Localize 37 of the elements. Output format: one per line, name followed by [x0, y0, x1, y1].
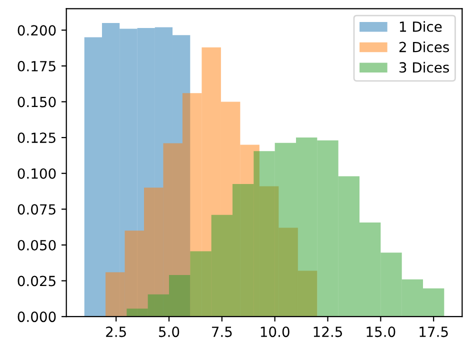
bar: [254, 151, 275, 317]
legend-label: 3 Dices: [399, 62, 449, 73]
bar: [317, 140, 338, 317]
bar: [274, 142, 296, 317]
legend-label: 2 Dices: [399, 42, 449, 52]
bar: [402, 279, 423, 317]
bar: [148, 294, 170, 317]
x-tick-label: 12.5: [314, 326, 342, 338]
y-tick-label: 0.100: [18, 168, 56, 179]
y-tick-label: 0.075: [18, 204, 56, 215]
bar: [422, 288, 444, 317]
x-tick-label: 15.0: [366, 326, 396, 338]
bar: [380, 252, 402, 317]
x-tick-label: 5.0: [159, 326, 180, 338]
y-tick-label: 0.175: [18, 60, 56, 72]
y-tick-label: 0.200: [18, 25, 56, 36]
bar: [232, 184, 254, 317]
y-tick-label: 0.125: [18, 132, 56, 144]
bar: [169, 275, 190, 317]
bar: [84, 37, 102, 317]
bar: [296, 138, 318, 317]
bar: [126, 308, 148, 317]
bar: [338, 176, 360, 317]
x-tick-label: 17.5: [420, 326, 448, 338]
x-tick-label: 2.5: [106, 326, 126, 338]
y-tick-label: 0.000: [18, 312, 56, 322]
bar: [106, 272, 125, 317]
x-tick-label: 7.5: [212, 326, 232, 338]
y-tick-label: 0.150: [18, 96, 56, 108]
bar: [190, 251, 212, 317]
bar: [124, 230, 144, 317]
y-tick-label: 0.050: [18, 240, 56, 250]
bar: [211, 214, 233, 317]
y-tick-label: 0.025: [18, 276, 56, 286]
bar: [360, 222, 381, 317]
x-tick-label: 10.0: [260, 326, 290, 338]
legend-label: 1 Dice: [400, 21, 442, 32]
